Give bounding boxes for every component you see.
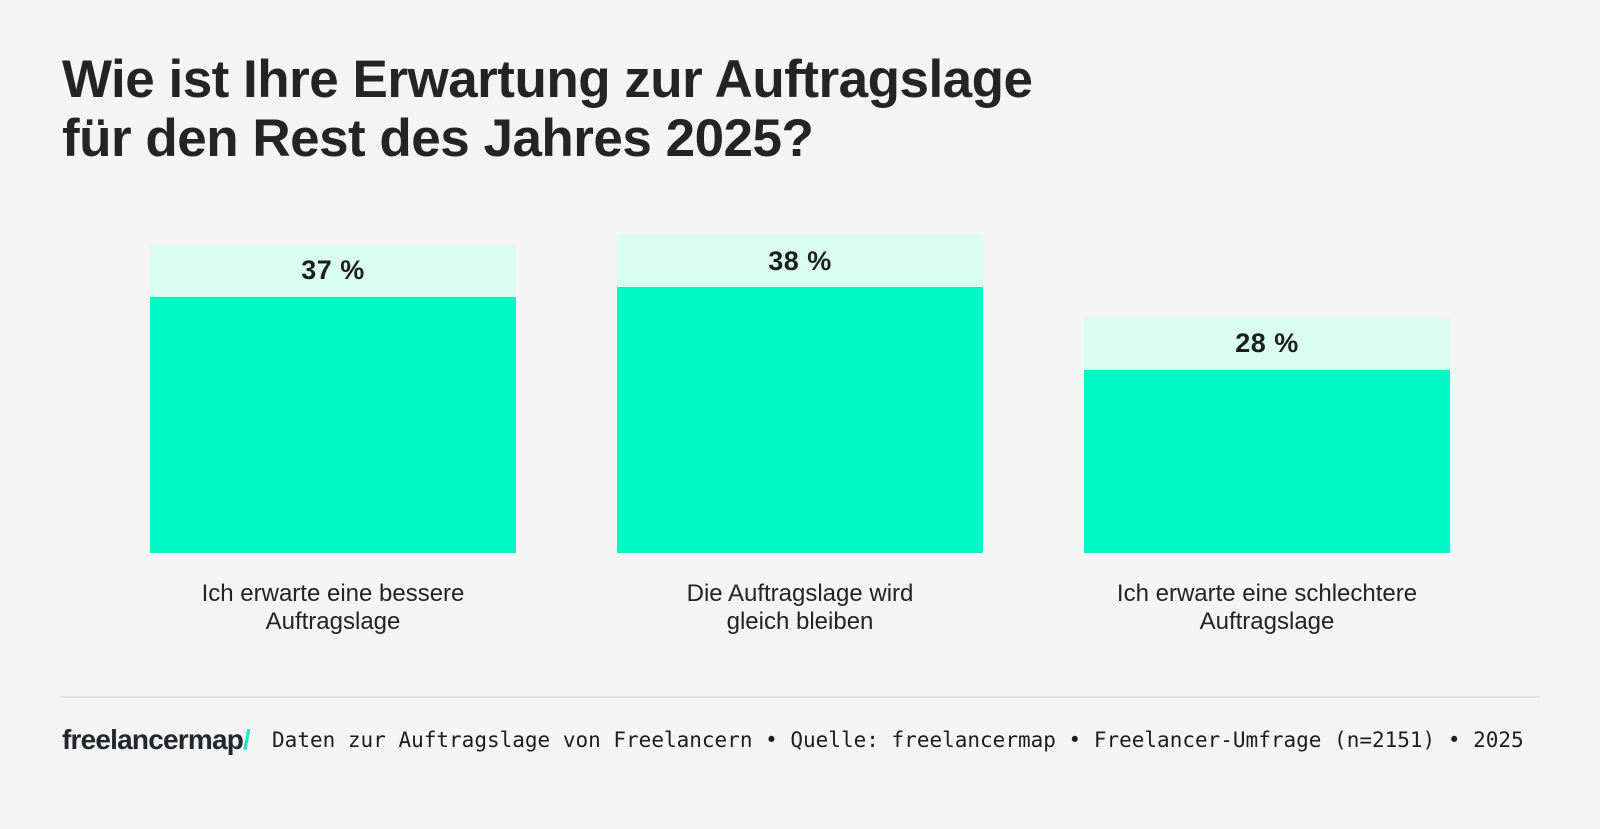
category-label-schlechtere: Ich erwarte eine schlechtere Auftragslag… bbox=[1116, 580, 1418, 635]
bar-schlechtere-auftragslage: 28 % bbox=[1084, 317, 1450, 553]
bar-value-strip: 38 % bbox=[617, 235, 983, 287]
category-labels: Ich erwarte eine bessere Auftragslage Di… bbox=[150, 580, 1450, 636]
bar-value-label: 38 % bbox=[768, 245, 832, 276]
page-title: Wie ist Ihre Erwartung zur Auftragslage … bbox=[62, 50, 1033, 169]
source-attribution: Daten zur Auftragslage von Freelancern •… bbox=[272, 728, 1524, 752]
footer-divider bbox=[60, 696, 1540, 698]
logo-wordmark: freelancermap bbox=[62, 724, 244, 755]
footer: freelancermap/ Daten zur Auftragslage vo… bbox=[62, 724, 1542, 756]
bar-value-label: 37 % bbox=[301, 255, 365, 286]
freelancermap-logo: freelancermap/ bbox=[62, 724, 251, 756]
bar-value-strip: 37 % bbox=[150, 244, 516, 297]
bar-value-label: 28 % bbox=[1235, 328, 1299, 359]
category-label-bessere: Ich erwarte eine bessere Auftragslage bbox=[201, 580, 465, 635]
bar-fill bbox=[617, 287, 983, 553]
category-label-gleich: Die Auftragslage wird gleich bleiben bbox=[686, 580, 914, 635]
bar-value-strip: 28 % bbox=[1084, 317, 1450, 370]
bar-fill bbox=[150, 296, 516, 553]
bar-chart: 37 % 38 % 28 % bbox=[150, 235, 1450, 553]
bar-gleich-bleiben: 38 % bbox=[617, 235, 983, 553]
logo-slash-icon: / bbox=[243, 724, 251, 755]
bar-bessere-auftragslage: 37 % bbox=[150, 244, 516, 553]
bar-fill bbox=[1084, 369, 1450, 553]
